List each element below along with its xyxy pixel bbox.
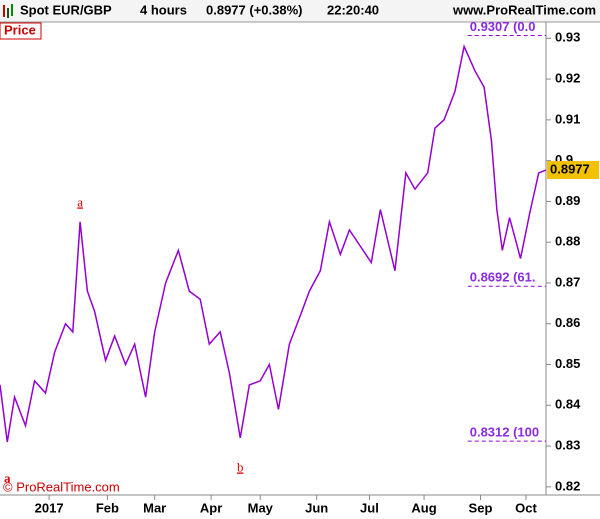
wave-label: a: [4, 470, 11, 485]
last-price-label: 0.8977: [550, 161, 590, 176]
header-quote: 0.8977 (+0.38%): [206, 2, 302, 17]
x-tick-label: May: [248, 500, 274, 515]
panel-label: Price: [4, 22, 36, 37]
wave-label: a: [77, 194, 83, 209]
y-tick-label: 0.92: [555, 71, 580, 86]
x-tick-label: Sep: [469, 500, 493, 515]
x-tick-label: Jul: [360, 500, 379, 515]
fib-level-label: 0.9307 (0.0: [470, 19, 536, 34]
x-tick-label: Oct: [515, 500, 537, 515]
x-tick-label: Feb: [96, 500, 119, 515]
fib-level-label: 0.8312 (100: [470, 425, 539, 440]
copyright: © ProRealTime.com: [3, 479, 120, 494]
y-tick-label: 0.85: [555, 356, 580, 371]
header-site: www.ProRealTime.com: [452, 2, 596, 17]
y-tick-label: 0.88: [555, 234, 580, 249]
x-tick-label: Mar: [143, 500, 166, 515]
header-title: Spot EUR/GBP: [20, 2, 112, 17]
y-tick-label: 0.93: [555, 30, 580, 45]
last-price-box: [547, 161, 599, 180]
y-tick-label: 0.89: [555, 193, 580, 208]
y-tick-label: 0.83: [555, 438, 580, 453]
x-tick-label: Aug: [411, 500, 436, 515]
price-line: [0, 44, 547, 443]
header-bar: [0, 0, 600, 22]
fib-level-label: 0.8692 (61.: [470, 270, 536, 285]
y-tick-label: 0.82: [555, 478, 580, 493]
header-time: 22:20:40: [327, 2, 379, 17]
y-tick-label: 0.91: [555, 111, 580, 126]
panel-label-box: [0, 22, 42, 40]
y-tick-label: 0.84: [555, 397, 581, 412]
x-tick-label: Jun: [305, 500, 328, 515]
icon: [3, 4, 13, 18]
y-tick-label: 0.87: [555, 274, 580, 289]
header-timeframe: 4 hours: [140, 2, 187, 17]
x-tick-label: 2017: [35, 500, 64, 515]
wave-label: b: [237, 459, 244, 474]
x-tick-label: Apr: [200, 500, 222, 515]
y-tick-label: 0.86: [555, 315, 580, 330]
